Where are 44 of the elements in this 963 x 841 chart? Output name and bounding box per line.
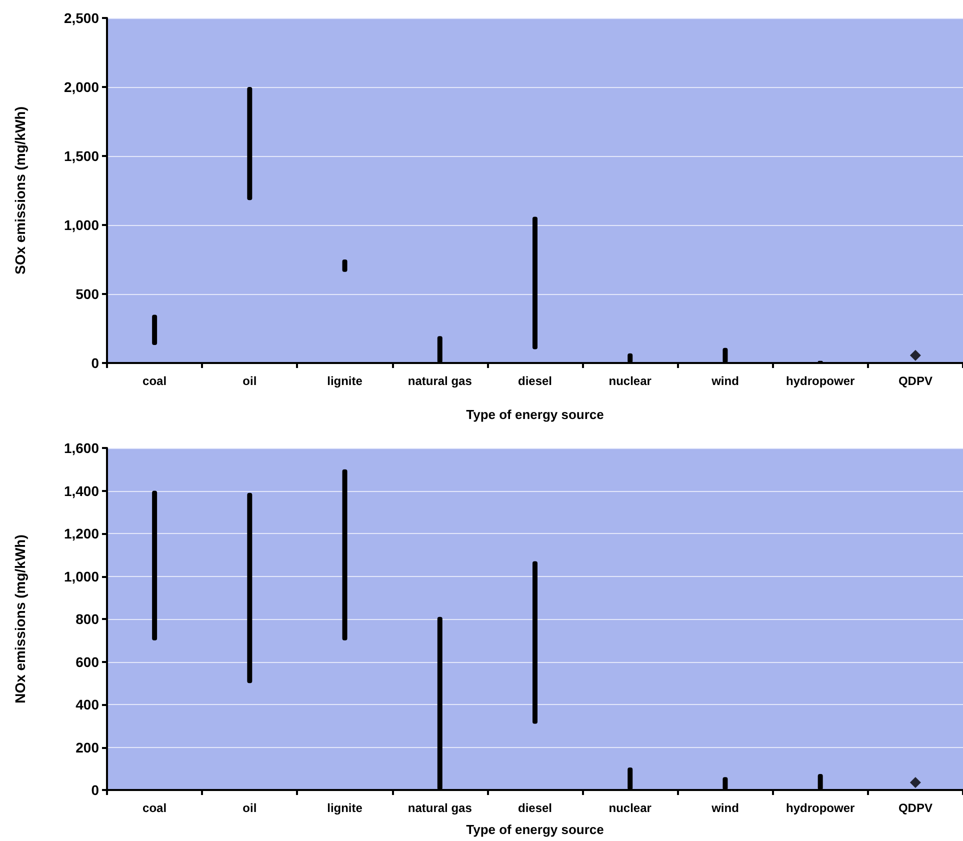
- bar: [152, 314, 158, 346]
- bar: [342, 469, 348, 640]
- x-tick-label: wind: [710, 801, 739, 815]
- y-tick-label: 1,000: [64, 217, 100, 233]
- y-tick-label: 2,500: [64, 10, 100, 26]
- y-tick-label: 400: [76, 696, 100, 712]
- x-tick-label: wind: [710, 374, 739, 388]
- x-tick-label: nuclear: [608, 374, 652, 388]
- y-tick-label: 1,200: [64, 526, 100, 542]
- y-tick-label: 0: [91, 782, 100, 798]
- x-tick-label: oil: [242, 801, 257, 815]
- bar: [247, 87, 252, 200]
- x-tick-label: diesel: [518, 801, 552, 815]
- y-tick-label: 0: [91, 355, 100, 371]
- bar: [247, 492, 252, 684]
- y-tick-label: 1,400: [64, 482, 100, 499]
- x-tick-label: nuclear: [608, 801, 652, 815]
- bar: [152, 490, 158, 640]
- y-tick-label: 800: [76, 611, 100, 627]
- y-tick-label: 1,000: [64, 568, 100, 584]
- y-axis-title: SOx emissions (mg/kWh): [12, 106, 28, 275]
- y-tick-label: 1,500: [64, 148, 100, 164]
- y-tick-label: 600: [76, 654, 100, 670]
- x-tick-label: QDPV: [898, 374, 932, 388]
- x-tick-label: hydropower: [786, 374, 855, 388]
- y-tick-label: 500: [76, 286, 100, 302]
- x-tick-label: lignite: [327, 374, 363, 388]
- bar: [532, 561, 538, 724]
- x-axis-title: Type of energy source: [466, 822, 604, 837]
- x-tick-label: coal: [142, 374, 167, 388]
- x-tick-label: oil: [242, 374, 257, 388]
- x-tick-label: QDPV: [898, 801, 932, 815]
- x-tick-label: natural gas: [408, 801, 472, 815]
- y-tick-label: 2,000: [64, 79, 100, 95]
- bar: [532, 216, 538, 350]
- x-axis-title: Type of energy source: [466, 407, 604, 422]
- x-tick-label: natural gas: [408, 374, 472, 388]
- x-tick-label: coal: [142, 801, 167, 815]
- y-axis-title: NOx emissions (mg/kWh): [12, 534, 28, 704]
- x-tick-label: lignite: [327, 801, 363, 815]
- y-tick-label: 200: [76, 739, 100, 756]
- x-tick-label: hydropower: [786, 801, 855, 815]
- x-tick-label: diesel: [518, 374, 552, 388]
- y-tick-label: 1,600: [64, 440, 100, 456]
